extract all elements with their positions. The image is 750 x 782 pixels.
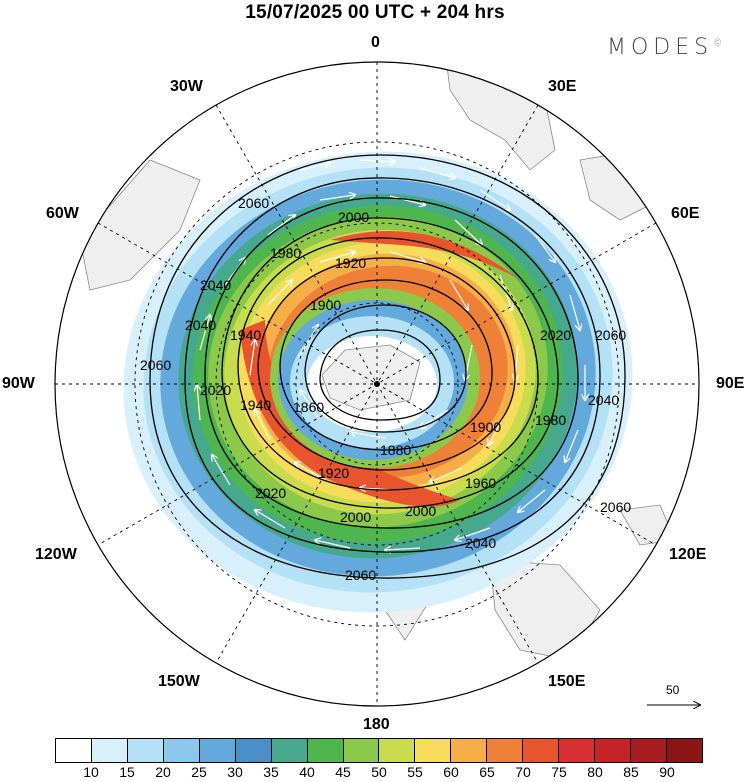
colorbar-ticks: 10 15 20 25 30 35 40 45 50 55 60 65 70 75 80 85 90 xyxy=(0,764,750,782)
colorbar-tick-label: 50 xyxy=(371,764,387,780)
colorbar-tick-label: 25 xyxy=(191,764,207,780)
contour-label: 2040 xyxy=(465,535,496,551)
lon-label-150w: 150W xyxy=(158,673,200,690)
lon-label-90e: 90E xyxy=(716,375,745,392)
contour-label: 1900 xyxy=(310,297,341,313)
polar-map: 2060 2000 1980 1920 2040 1900 2040 1940 … xyxy=(54,61,750,735)
contour-label: 2020 xyxy=(255,485,286,501)
brand-name: MODES xyxy=(607,35,714,60)
colorbar-swatch xyxy=(487,739,524,762)
colorbar-tick-label: 35 xyxy=(263,764,279,780)
contour-label: 1940 xyxy=(230,327,261,343)
colorbar-tick-label: 65 xyxy=(479,764,495,780)
colorbar xyxy=(55,738,703,763)
colorbar-tick-label: 40 xyxy=(299,764,315,780)
colorbar-tick-label: 20 xyxy=(155,764,171,780)
lon-label-120e: 120E xyxy=(669,546,707,563)
contour-label: 1920 xyxy=(335,255,366,271)
lon-label-60e: 60E xyxy=(671,205,700,222)
contour-label: 1940 xyxy=(240,397,271,413)
brand-mark: © xyxy=(713,38,723,49)
modes-logo: MODES© xyxy=(607,35,722,60)
colorbar-tick-label: 10 xyxy=(83,764,99,780)
wind-scale-value: 50 xyxy=(666,683,680,697)
map-title: 15/07/2025 00 UTC + 204 hrs xyxy=(245,2,505,23)
contour-label: 2000 xyxy=(338,209,369,225)
contour-label: 2060 xyxy=(595,327,626,343)
colorbar-swatch xyxy=(415,739,452,762)
lon-label-90w: 90W xyxy=(2,375,35,392)
colorbar-tick-label: 70 xyxy=(515,764,531,780)
colorbar-swatch xyxy=(595,739,631,762)
contour-label: 1980 xyxy=(270,245,301,261)
lon-label-0: 0 xyxy=(371,34,380,51)
contour-label: 2060 xyxy=(600,499,631,515)
contour-label: 1980 xyxy=(535,412,566,428)
contour-label: 1880 xyxy=(380,442,411,458)
colorbar-swatch xyxy=(666,739,702,762)
pole-marker xyxy=(374,381,380,387)
colorbar-tick-label: 15 xyxy=(119,764,135,780)
colorbar-tick-label: 55 xyxy=(407,764,423,780)
map-disc xyxy=(55,62,699,706)
colorbar-swatch xyxy=(451,739,488,762)
colorbar-swatch xyxy=(91,739,128,762)
contour-label: 2020 xyxy=(540,327,571,343)
colorbar-tick-label: 85 xyxy=(623,764,639,780)
colorbar-tick-label: 30 xyxy=(227,764,243,780)
contour-label: 2060 xyxy=(140,357,171,373)
colorbar-swatch xyxy=(163,739,200,762)
colorbar-swatch xyxy=(235,739,272,762)
colorbar-swatch xyxy=(199,739,236,762)
contour-label: 2020 xyxy=(200,382,231,398)
colorbar-swatch xyxy=(559,739,596,762)
contour-label: 2000 xyxy=(405,503,436,519)
colorbar-tick-label: 75 xyxy=(551,764,567,780)
colorbar-swatch xyxy=(56,739,92,762)
contour-label: 2000 xyxy=(340,509,371,525)
lon-label-180: 180 xyxy=(363,716,390,733)
colorbar-swatch xyxy=(379,739,416,762)
colorbar-swatch xyxy=(271,739,308,762)
contour-label: 2060 xyxy=(345,567,376,583)
contour-label: 2040 xyxy=(185,317,216,333)
contour-label: 2040 xyxy=(200,277,231,293)
colorbar-swatch xyxy=(523,739,560,762)
colorbar-swatch xyxy=(307,739,344,762)
colorbar-tick-label: 45 xyxy=(335,764,351,780)
contour-label: 1900 xyxy=(470,419,501,435)
contour-label: 1920 xyxy=(318,465,349,481)
contour-label: 1960 xyxy=(465,475,496,491)
lon-label-150e: 150E xyxy=(548,673,586,690)
colorbar-swatch xyxy=(127,739,164,762)
contour-label-layer: 2060 2000 1980 1920 2040 1900 2040 1940 … xyxy=(140,195,631,583)
map-border xyxy=(54,61,700,707)
lon-label-30w: 30W xyxy=(170,78,203,95)
lon-label-120w: 120W xyxy=(35,546,77,563)
colorbar-tick-label: 80 xyxy=(587,764,603,780)
contour-label: 2040 xyxy=(588,392,619,408)
colorbar-swatch xyxy=(343,739,380,762)
colorbar-tick-label: 60 xyxy=(443,764,459,780)
lon-label-60w: 60W xyxy=(46,205,79,222)
lon-label-30e: 30E xyxy=(548,78,577,95)
colorbar-tick-label: 90 xyxy=(659,764,675,780)
contour-label: 1860 xyxy=(293,399,324,415)
contour-label: 2060 xyxy=(238,195,269,211)
colorbar-swatch xyxy=(631,739,667,762)
